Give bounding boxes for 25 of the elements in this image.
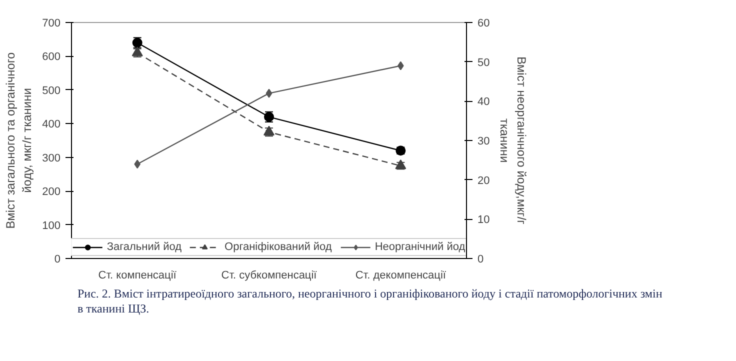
x-tick-label: Ст. компенсації <box>98 270 176 282</box>
y-tick-label: 700 <box>42 18 61 30</box>
y2-axis-title: Вміст неорганічного йоду,мкг/г тканини <box>498 56 529 226</box>
legend-label: Неорганічний йод <box>374 241 466 253</box>
y2-tick-label: 60 <box>478 18 490 30</box>
y2-tick-label: 0 <box>478 254 484 266</box>
y2-tick-label: 50 <box>478 56 490 69</box>
y-tick-label: 600 <box>42 51 61 64</box>
legend-label: Органіфікований йод <box>224 241 332 253</box>
y-axis-title: Вміст загального та органічного йоду, мкг/г тканини <box>3 52 34 229</box>
legend-label: Загальний йод <box>106 241 182 253</box>
y-tick-label: 0 <box>54 254 61 266</box>
y-tick-label: 200 <box>42 186 61 198</box>
y2-tick-label: 40 <box>478 96 490 108</box>
y2-tick-label: 20 <box>478 174 490 187</box>
y-tick-label: 300 <box>42 152 61 164</box>
y-tick-label: 100 <box>42 220 61 232</box>
y2-tick-label: 10 <box>478 214 490 226</box>
text: Рис. 2. Вміст інтратиреоїдного загального, неорганічного і органіфікованого йоду і стадії патоморфологічних змін в тканині ЩЗ. <box>78 286 663 316</box>
y-tick-label: 500 <box>42 84 61 97</box>
point <box>266 88 272 98</box>
x-tick-label: Ст. декомпенсації <box>355 270 446 282</box>
y2-tick-label: 30 <box>478 136 490 148</box>
x-tick-label: Ст. субкомпенсації <box>221 270 317 282</box>
y-tick-label: 400 <box>42 118 61 131</box>
